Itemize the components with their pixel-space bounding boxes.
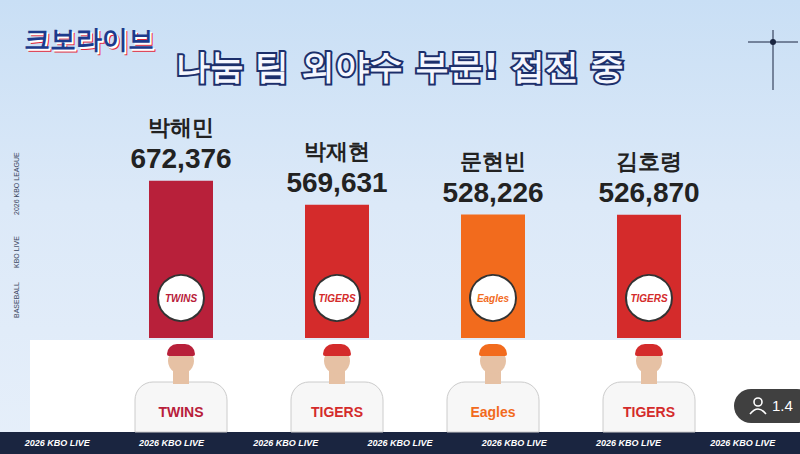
svg-text:문현빈: 문현빈: [460, 149, 526, 174]
html-text:2026 KBO LIVE: 2026 KBO LIVE: [138, 438, 204, 448]
html-text:2026 KBO LEAGUE: 2026 KBO LEAGUE: [13, 152, 20, 215]
html-text:2026 KBO LIVE: 2026 KBO LIVE: [710, 438, 776, 448]
html-text:2026 KBO LIVE: 2026 KBO LIVE: [253, 438, 319, 448]
svg-text:528,226: 528,226: [442, 177, 543, 208]
html-text:2026 KBO LIVE: 2026 KBO LIVE: [367, 438, 433, 448]
svg-text:TWINS: TWINS: [165, 293, 198, 304]
svg-text:TWINS: TWINS: [158, 404, 203, 420]
svg-text:TIGERS: TIGERS: [630, 293, 668, 304]
svg-text:김호령: 김호령: [616, 149, 682, 174]
html-text:크보라이브: 크보라이브: [24, 24, 154, 54]
html-text:2026 KBO LIVE: 2026 KBO LIVE: [24, 438, 90, 448]
svg-text:526,870: 526,870: [598, 177, 699, 208]
html-text:2026 KBO LIVE: 2026 KBO LIVE: [596, 438, 662, 448]
html-text:2026 KBO LIVE: 2026 KBO LIVE: [481, 438, 547, 448]
svg-text:나눔 팀 외야수 부문! 접전 중: 나눔 팀 외야수 부문! 접전 중: [176, 46, 625, 86]
svg-text:박해민: 박해민: [148, 115, 214, 140]
svg-text:TIGERS: TIGERS: [311, 404, 363, 420]
html-text:BASEBALL: BASEBALL: [13, 282, 20, 318]
svg-text:569,631: 569,631: [286, 167, 387, 198]
svg-text:Eagles: Eagles: [477, 293, 510, 304]
html-text:1.4: 1.4: [772, 397, 793, 414]
svg-text:TIGERS: TIGERS: [318, 293, 356, 304]
svg-text:TIGERS: TIGERS: [623, 404, 675, 420]
html-text:KBO LIVE: KBO LIVE: [13, 236, 20, 268]
svg-text:박재현: 박재현: [304, 139, 370, 164]
svg-text:Eagles: Eagles: [470, 404, 515, 420]
svg-text:672,376: 672,376: [130, 143, 231, 174]
